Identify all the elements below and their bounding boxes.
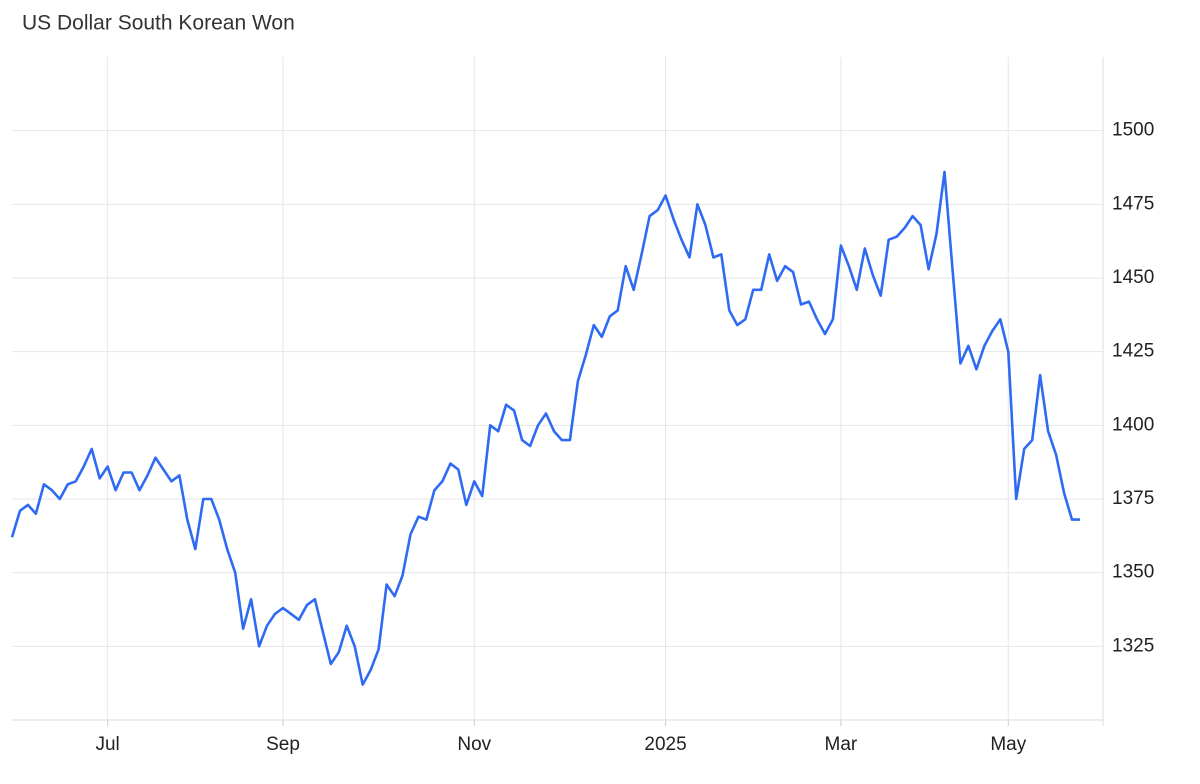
series-line	[10, 170, 1080, 686]
chart-title: US Dollar South Korean Won	[22, 12, 295, 35]
y-tick-label: 1475	[1112, 193, 1154, 214]
x-tick-label: Nov	[457, 734, 491, 755]
x-tick-label: Jul	[95, 734, 119, 755]
y-tick-label: 1350	[1112, 562, 1154, 583]
y-tick-label: 1450	[1112, 267, 1154, 288]
y-tick-label: 1325	[1112, 635, 1154, 656]
x-tick-label: Mar	[825, 734, 858, 755]
y-tick-label: 1400	[1112, 414, 1154, 435]
x-tick-label: May	[990, 734, 1026, 755]
x-tick-label: 2025	[644, 734, 686, 755]
y-tick-label: 1500	[1112, 120, 1154, 141]
y-tick-label: 1425	[1112, 341, 1154, 362]
x-tick-label: Sep	[266, 734, 300, 755]
y-tick-label: 1375	[1112, 488, 1154, 509]
